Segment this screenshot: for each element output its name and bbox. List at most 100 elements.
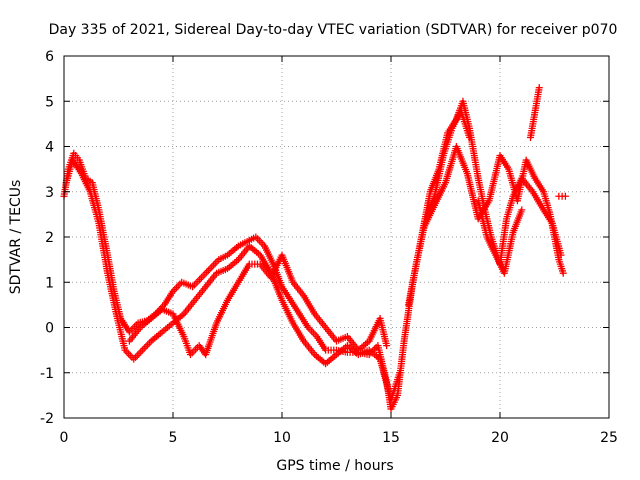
y-tick-label: 6	[45, 49, 54, 65]
data-point	[540, 188, 553, 216]
data-point	[431, 154, 447, 200]
data-point	[474, 199, 492, 223]
y-tick-label: 0	[45, 321, 54, 337]
data-point	[503, 195, 516, 223]
data-point	[278, 283, 293, 302]
y-tick-label: 1	[45, 275, 54, 291]
data-point	[86, 188, 102, 225]
data-point	[243, 234, 258, 246]
data-point	[333, 343, 350, 359]
x-tick-label: 15	[382, 430, 400, 446]
data-point	[439, 127, 455, 160]
data-point	[343, 342, 360, 357]
series-satellite-track-c	[125, 143, 569, 359]
data-point	[465, 133, 473, 141]
data-point	[88, 179, 102, 212]
data-point	[224, 280, 241, 304]
x-tick-label: 10	[273, 430, 291, 446]
data-point	[535, 84, 543, 92]
x-axis-label: GPS time / hours	[276, 458, 393, 474]
data-point	[313, 333, 328, 352]
data-point	[452, 143, 470, 176]
data-point	[295, 310, 311, 330]
data-point	[69, 156, 84, 176]
data-point	[404, 258, 421, 309]
y-tick-label: 3	[45, 185, 54, 201]
grid-lines	[64, 56, 609, 418]
data-point	[180, 298, 197, 318]
data-point	[252, 233, 267, 248]
data-point	[420, 203, 438, 232]
data-point	[496, 152, 511, 171]
data-point	[387, 371, 403, 404]
data-point	[529, 188, 546, 212]
data-point	[463, 170, 482, 221]
data-point	[213, 266, 229, 277]
data-point	[169, 280, 184, 295]
data-point	[300, 292, 317, 316]
data-point	[147, 307, 164, 322]
chart-title: Day 335 of 2021, Sidereal Day-to-day VTE…	[49, 22, 618, 38]
data-point	[396, 369, 404, 377]
data-point	[112, 310, 128, 352]
data-point	[531, 174, 546, 194]
data-point	[245, 242, 262, 258]
data-point	[104, 269, 120, 316]
data-point	[77, 170, 93, 194]
y-tick-label: 4	[45, 140, 54, 156]
y-tick-label: 5	[45, 94, 54, 110]
y-tick-label: 2	[45, 230, 54, 246]
data-point	[62, 158, 76, 187]
data-point	[95, 219, 111, 275]
data-point	[147, 330, 164, 345]
data-point	[160, 289, 176, 309]
data-point	[383, 342, 391, 350]
data-point	[561, 192, 569, 200]
data-point	[546, 210, 562, 261]
data-point	[322, 352, 339, 368]
data-point	[422, 194, 438, 223]
data-point	[125, 325, 143, 345]
data-point	[224, 244, 241, 259]
data-point	[125, 321, 140, 336]
data-point	[376, 355, 394, 402]
data-points	[60, 84, 569, 413]
x-tick-label: 5	[169, 430, 178, 446]
data-point	[178, 278, 194, 290]
data-point	[256, 251, 274, 275]
data-point	[500, 231, 517, 277]
data-point	[322, 324, 339, 343]
data-point	[457, 106, 473, 139]
data-point	[234, 239, 249, 250]
data-point	[289, 278, 306, 298]
data-point	[354, 339, 371, 354]
data-point	[206, 257, 221, 273]
data-point	[333, 333, 349, 345]
data-point	[311, 310, 328, 330]
data-point	[483, 233, 499, 257]
y-tick-label: -2	[40, 411, 54, 427]
data-point	[300, 337, 317, 357]
data-point	[138, 339, 153, 354]
data-point	[527, 86, 543, 141]
data-point	[289, 319, 307, 343]
axis-ticks: 0 5 10 15 20 25 -2 -1 0 1 2 3 4 5 6	[40, 49, 618, 446]
data-point	[191, 285, 208, 304]
data-point	[304, 324, 319, 339]
data-point	[394, 339, 408, 399]
data-point	[287, 296, 302, 316]
data-point	[400, 280, 416, 345]
data-point	[387, 394, 400, 413]
data-point	[559, 269, 567, 277]
data-point	[130, 348, 145, 363]
data-point	[70, 149, 81, 162]
data-point	[509, 208, 525, 236]
data-point	[365, 346, 382, 362]
data-point	[169, 310, 187, 338]
data-point	[136, 316, 153, 331]
data-point	[197, 266, 212, 282]
data-point	[278, 296, 296, 325]
x-tick-label: 20	[491, 430, 509, 446]
